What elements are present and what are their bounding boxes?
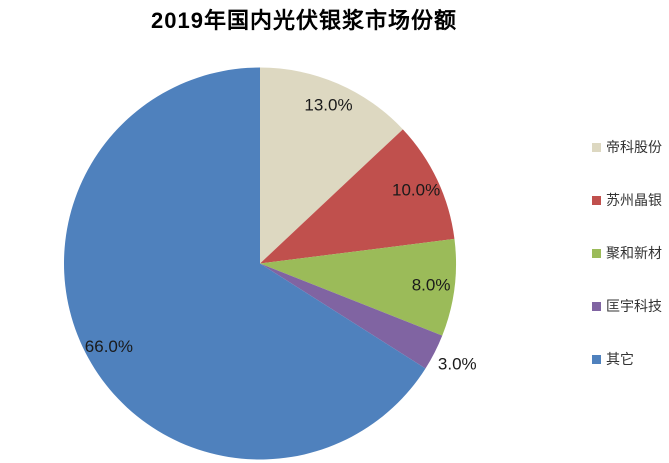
legend-label: 其它	[606, 351, 634, 367]
pie-data-label-2: 8.0%	[412, 276, 451, 295]
legend-item-4: 其它	[592, 352, 662, 367]
legend-swatch-icon	[592, 249, 601, 258]
legend-label: 帝科股份	[606, 139, 662, 155]
pie-data-label-1: 10.0%	[392, 181, 440, 200]
pie-slice-4	[64, 67, 426, 460]
pie-slice-3	[260, 263, 443, 369]
pie-slice-1	[260, 129, 455, 264]
legend-item-2: 聚和新材	[592, 246, 662, 261]
legend: 帝科股份 苏州晶银 聚和新材 匡宇科技 其它	[592, 140, 662, 367]
pie-data-label-4: 66.0%	[85, 337, 133, 356]
legend-swatch-icon	[592, 355, 601, 364]
legend-swatch-icon	[592, 302, 601, 311]
legend-item-0: 帝科股份	[592, 140, 662, 155]
legend-swatch-icon	[592, 196, 601, 205]
pie-data-label-3: 3.0%	[438, 355, 477, 374]
legend-label: 匡宇科技	[606, 298, 662, 314]
pie-slice-2	[260, 238, 456, 336]
legend-item-3: 匡宇科技	[592, 299, 662, 314]
legend-label: 聚和新材	[606, 245, 662, 261]
legend-label: 苏州晶银	[606, 192, 662, 208]
pie-slice-0	[260, 67, 403, 264]
legend-item-1: 苏州晶银	[592, 193, 662, 208]
chart-title: 2019年国内光伏银浆市场份额	[151, 8, 457, 33]
pie-data-label-0: 13.0%	[304, 96, 352, 115]
legend-swatch-icon	[592, 143, 601, 152]
